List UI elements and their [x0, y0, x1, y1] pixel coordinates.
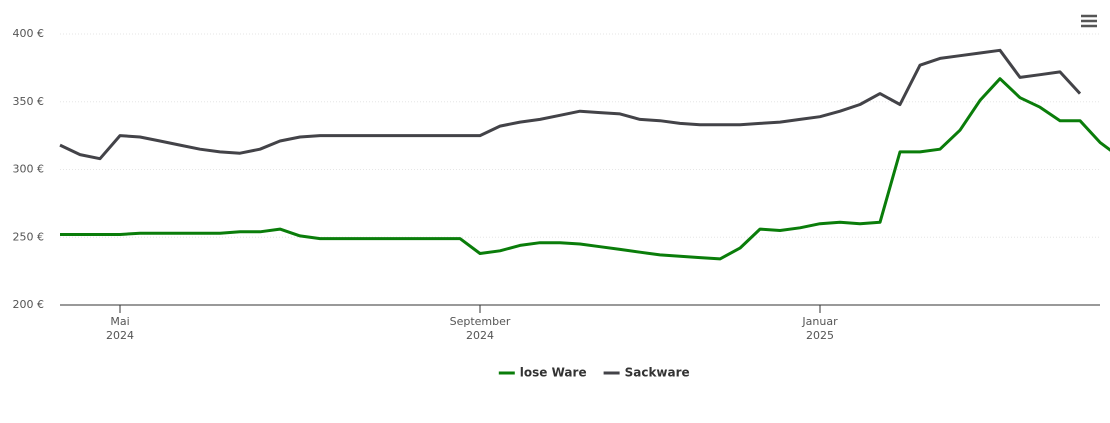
- x-tick-label: Januar 2025: [802, 315, 838, 342]
- legend-item[interactable]: lose Ware: [498, 366, 587, 380]
- y-tick-label: 300 €: [13, 163, 45, 176]
- x-tick-label: Mai 2024: [106, 315, 135, 342]
- legend-label: lose Ware: [520, 366, 587, 380]
- y-tick-label: 350 €: [13, 95, 45, 108]
- y-tick-label: 400 €: [13, 27, 45, 40]
- line-series: [60, 77, 1110, 261]
- line-series: [59, 48, 1082, 161]
- x-tick-label: September 2024: [449, 315, 511, 342]
- legend-item[interactable]: Sackware: [603, 366, 690, 380]
- menu-button[interactable]: [1078, 12, 1100, 32]
- y-tick-label: 200 €: [13, 298, 45, 311]
- legend-label: Sackware: [625, 366, 690, 380]
- y-tick-label: 250 €: [13, 230, 45, 243]
